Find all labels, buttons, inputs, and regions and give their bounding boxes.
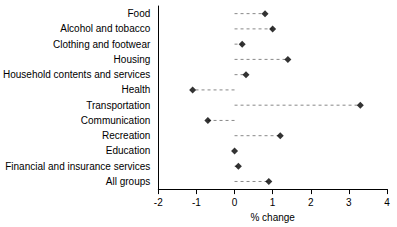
- svg-text:4: 4: [384, 197, 390, 208]
- svg-text:All groups: All groups: [106, 176, 150, 187]
- svg-text:Recreation: Recreation: [102, 130, 150, 141]
- svg-text:Financial and insurance servic: Financial and insurance services: [5, 161, 150, 172]
- svg-text:Communication: Communication: [81, 115, 150, 126]
- svg-text:Household contents and service: Household contents and services: [3, 69, 150, 80]
- svg-text:1: 1: [270, 197, 276, 208]
- svg-text:-2: -2: [154, 197, 163, 208]
- svg-text:% change: % change: [250, 212, 295, 223]
- svg-text:3: 3: [346, 197, 352, 208]
- svg-text:Transportation: Transportation: [86, 100, 150, 111]
- svg-text:Education: Education: [106, 145, 150, 156]
- svg-text:-1: -1: [192, 197, 201, 208]
- svg-text:2: 2: [308, 197, 314, 208]
- svg-text:Alcohol and tobacco: Alcohol and tobacco: [60, 23, 151, 34]
- svg-text:0: 0: [232, 197, 238, 208]
- svg-text:Clothing and footwear: Clothing and footwear: [53, 39, 151, 50]
- svg-text:Health: Health: [121, 84, 150, 95]
- svg-text:Food: Food: [128, 8, 151, 19]
- svg-text:Housing: Housing: [114, 54, 151, 65]
